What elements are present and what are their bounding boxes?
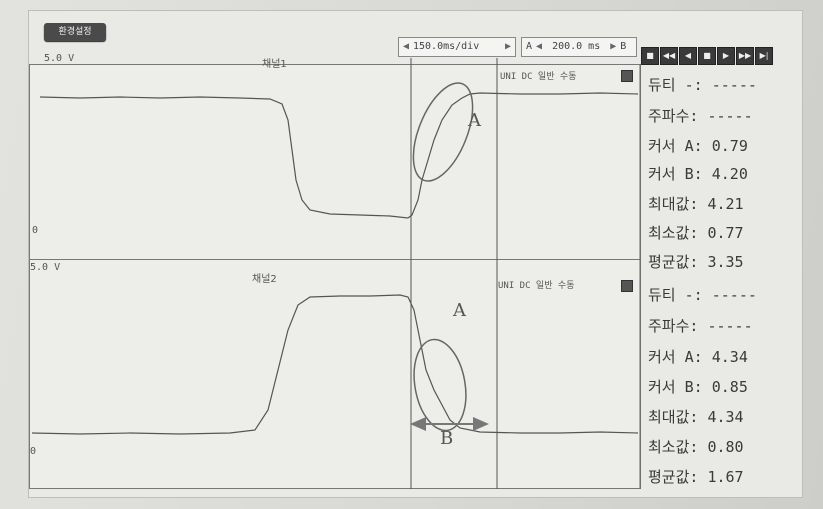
timebase-decrease-icon[interactable]: ◀ [402, 41, 410, 52]
ch1-readout-min: 최소값: 0.77 [648, 224, 744, 242]
ch1-readout-cursor-b: 커서 B: 4.20 [648, 165, 748, 183]
ch2-annotation-b: B [440, 428, 454, 449]
timebase-control[interactable]: ◀ 150.0ms/div ▶ [398, 37, 516, 57]
ch2-readout-cursor-a: 커서 A: 4.34 [648, 348, 748, 366]
ch2-readout-frequency: 주파수: ----- [648, 317, 753, 335]
pause-icon[interactable]: ■ [698, 47, 716, 65]
cursor-left-icon[interactable]: ◀ [536, 41, 543, 52]
setup-button[interactable]: 환경설정 [44, 23, 106, 41]
ch1-mode-labels: UNI DC 일반 수동 [500, 72, 577, 82]
ch2-mode-labels: UNI DC 일반 수동 [498, 281, 575, 291]
playback-controls: ■ ◀◀ ◀ ■ ▶ ▶▶ ▶| [641, 47, 773, 65]
ch1-readout-duty: 듀티 -: ----- [648, 76, 757, 94]
ch2-readout-max: 최대값: 4.34 [648, 408, 744, 426]
ch1-readout-frequency: 주파수: ----- [648, 107, 753, 125]
rewind-icon[interactable]: ◀◀ [660, 47, 678, 65]
end-icon[interactable]: ▶| [755, 47, 773, 65]
cursor-delta-control[interactable]: A ◀ 200.0 ms ▶ B [521, 37, 637, 57]
prev-icon[interactable]: ◀ [679, 47, 697, 65]
ch2-readout-cursor-b: 커서 B: 0.85 [648, 378, 748, 396]
stop-icon[interactable]: ■ [641, 47, 659, 65]
ch1-scale-top: 5.0 V [44, 53, 75, 64]
ch2-title: 채널2 [252, 274, 277, 285]
channel2-plot[interactable]: 5.0 V 0 채널2 UNI DC 일반 수동 [29, 259, 641, 489]
ch1-readout-avg: 평균값: 3.35 [648, 253, 744, 271]
play-icon[interactable]: ▶ [717, 47, 735, 65]
cursor-b-label: B [620, 41, 627, 52]
ch1-settings-icon[interactable] [621, 70, 633, 82]
ch1-readout-max: 최대값: 4.21 [648, 195, 744, 213]
ch1-readout-cursor-a: 커서 A: 0.79 [648, 137, 748, 155]
ch2-readout-min: 최소값: 0.80 [648, 438, 744, 456]
ch2-readout-avg: 평균값: 1.67 [648, 468, 744, 486]
ch2-settings-icon[interactable] [621, 280, 633, 292]
ch2-readout-duty: 듀티 -: ----- [648, 286, 757, 304]
cursor-a-label: A [526, 41, 533, 52]
timebase-value: 150.0ms/div [413, 41, 480, 52]
timebase-increase-icon[interactable]: ▶ [504, 41, 512, 52]
ch1-title: 채널1 [262, 59, 287, 70]
cursor-delta-value: 200.0 ms [552, 41, 601, 52]
ch2-scale-zero: 0 [30, 446, 37, 457]
cursor-right-icon[interactable]: ▶ [610, 41, 617, 52]
ch2-annotation-a: A [453, 300, 466, 321]
ch2-scale-top: 5.0 V [30, 262, 61, 273]
channel1-plot[interactable]: 5.0 V 0 채널1 UNI DC 일반 수동 A B [29, 53, 641, 269]
forward-icon[interactable]: ▶▶ [736, 47, 754, 65]
ch1-annotation-a: A [468, 110, 481, 131]
ch1-scale-zero: 0 [32, 225, 39, 236]
